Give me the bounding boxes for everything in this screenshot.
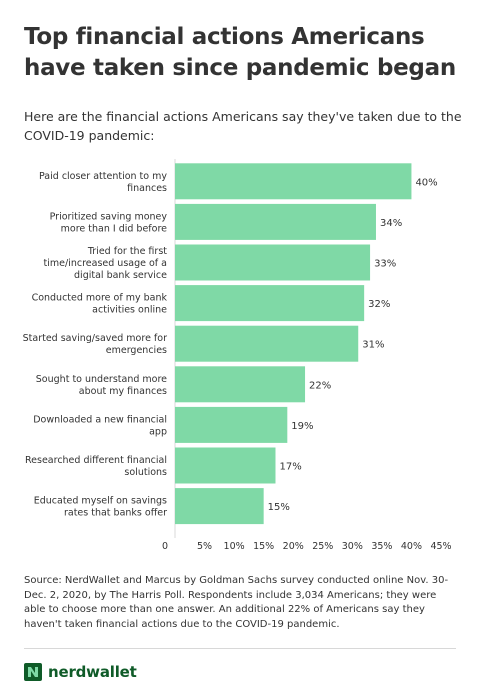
brand-footer[interactable]: nerdwallet — [24, 662, 137, 682]
brand-name: nerdwallet — [48, 663, 137, 681]
bar-value-label: 15% — [268, 502, 290, 513]
bar-value-label: 22% — [309, 380, 331, 391]
bar-chart: 40% Paid closer attention to my finances 34… — [23, 159, 452, 552]
category-label: Educated myself on savings rates that ban… — [34, 496, 167, 519]
bar-value-label: 17% — [279, 462, 301, 473]
x-tick-label: 5% — [197, 541, 212, 552]
bar — [175, 447, 276, 484]
x-tick-label: 15% — [253, 541, 274, 552]
category-label: Paid closer attention to my finances — [39, 171, 167, 194]
bar — [175, 325, 359, 362]
x-tick-label: 0 — [162, 541, 168, 552]
bar-value-label: 33% — [374, 259, 396, 270]
category-label: Conducted more of my bank activities onli… — [32, 293, 168, 316]
bar-value-label: 32% — [368, 299, 390, 310]
bar-value-label: 40% — [415, 177, 437, 188]
x-tick-label: 25% — [312, 541, 333, 552]
bar — [175, 244, 371, 281]
nerdwallet-logo-icon — [24, 663, 42, 681]
chart-title: Top financial actions Americans have tak… — [24, 24, 456, 81]
source-note: Source: NerdWallet and Marcus by Goldman… — [24, 575, 449, 630]
x-tick-label: 10% — [224, 541, 245, 552]
bar-value-label: 34% — [380, 218, 402, 229]
x-tick-label: 20% — [283, 541, 304, 552]
category-label: Downloaded a new financial app — [33, 414, 167, 437]
bar — [175, 163, 412, 200]
category-label: Prioritized saving money more than I did … — [50, 211, 168, 234]
bar — [175, 406, 288, 443]
x-tick-label: 35% — [371, 541, 392, 552]
bar — [175, 203, 376, 240]
x-tick-label: 30% — [342, 541, 363, 552]
bar — [175, 488, 264, 525]
category-label: Researched different financial solutions — [25, 455, 167, 478]
bar-value-label: 19% — [291, 421, 313, 432]
chart-subtitle: Here are the financial actions Americans… — [24, 109, 462, 143]
bar-value-label: 31% — [362, 340, 384, 351]
x-tick-label: 40% — [401, 541, 422, 552]
x-tick-label: 45% — [430, 541, 451, 552]
footer-divider — [24, 648, 456, 649]
category-label: Sought to understand more about my financ… — [36, 374, 167, 397]
bar — [175, 285, 365, 322]
category-label: Tried for the first time/increased usage … — [44, 246, 168, 281]
category-label: Started saving/saved more for emergencies — [23, 333, 167, 356]
bar — [175, 366, 306, 403]
